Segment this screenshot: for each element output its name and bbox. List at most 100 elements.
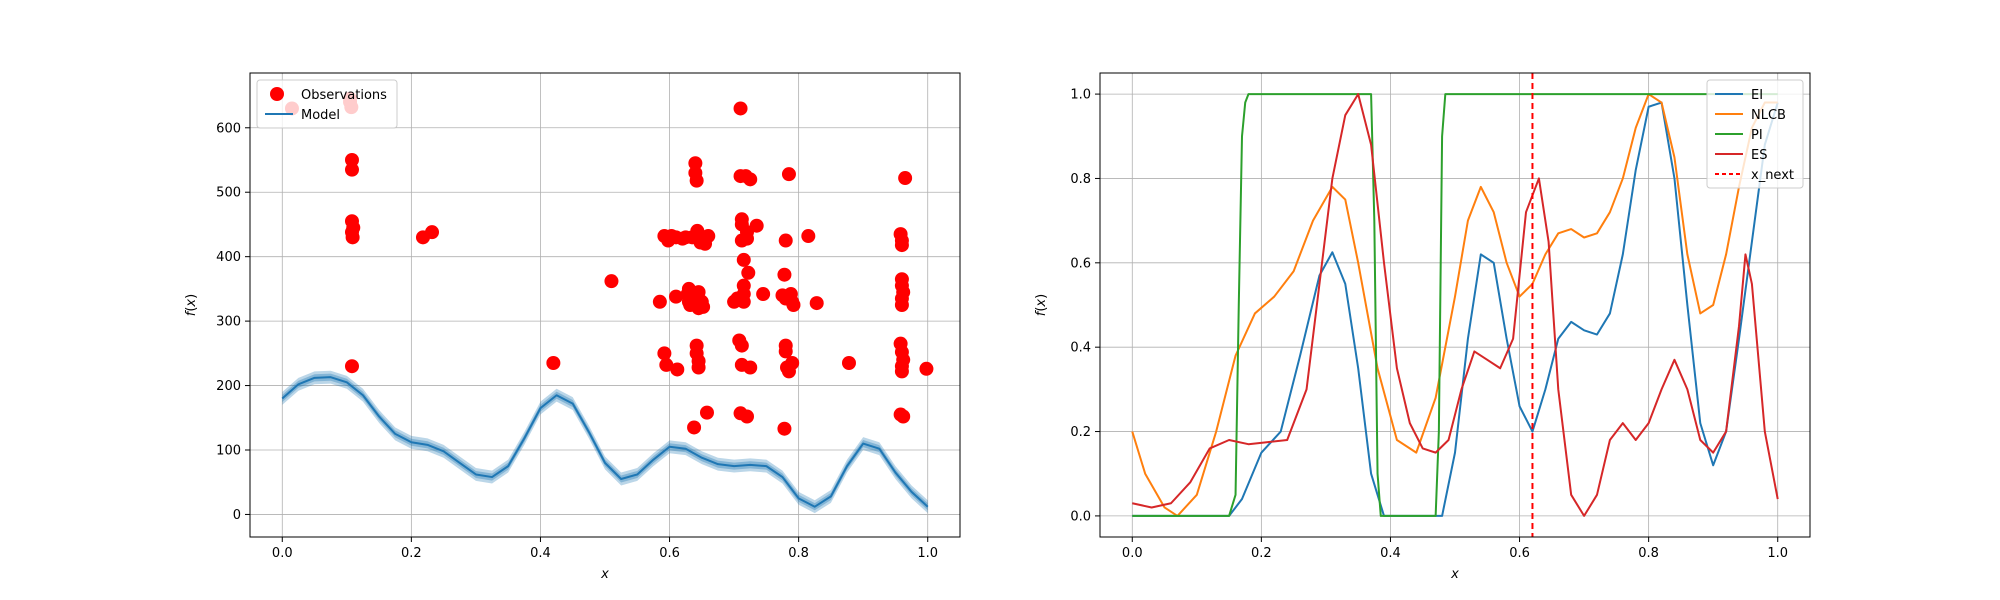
series-es-line — [1132, 93, 1779, 517]
x-tick-label: 0.4 — [530, 546, 551, 561]
observation-point — [736, 294, 751, 309]
observation-point — [777, 267, 792, 282]
axes: 0.0 0.2 0.4 0.6 0.8 1.00.00.20.40.60.81.0xf(x… — [1034, 88, 1788, 582]
x-tick-label: 0.6 — [1509, 546, 1530, 561]
legend-entry-model: Model — [265, 108, 340, 123]
observation-point — [898, 171, 913, 186]
observation-point — [425, 225, 440, 240]
observation-point — [546, 356, 561, 370]
x-tick-label: 0.2 — [1251, 546, 1272, 561]
legend-marker — [270, 87, 284, 101]
observation-point — [740, 409, 754, 424]
series-nlcb — [1131, 93, 1778, 517]
observation-point — [894, 298, 909, 312]
observation-point — [696, 299, 711, 314]
series-model-line — [281, 376, 929, 508]
legend: Observations Model — [256, 79, 398, 129]
legend-entry-es: ES — [1715, 148, 1767, 163]
series-observations — [284, 91, 934, 436]
observation-point — [659, 357, 674, 372]
observation-point — [741, 265, 756, 280]
y-tick-label: 100 — [216, 444, 241, 459]
chart-acquisition-functions: 0.0 0.2 0.4 0.6 0.8 1.00.00.20.40.60.81.0xf(x… — [1034, 72, 1811, 582]
x-axis-label: x — [1450, 567, 1459, 582]
observation-point — [841, 356, 856, 370]
observation-point — [733, 101, 748, 116]
y-axis-label: f(x) — [1034, 294, 1049, 316]
x-tick-label: 0.8 — [1638, 546, 1659, 561]
observation-point — [778, 344, 793, 359]
y-axis-label-paren: ) — [1034, 294, 1049, 299]
series-ei — [1132, 101, 1779, 517]
x-tick-label: 0.0 — [1122, 546, 1143, 561]
observation-point — [652, 294, 667, 309]
legend-box — [1706, 79, 1804, 189]
axes: 0.0 0.2 0.4 0.6 0.8 1.00100200300400500600xf(… — [184, 121, 938, 582]
y-tick-label: 600 — [216, 121, 241, 136]
y-tick-label: 0.8 — [1070, 172, 1091, 187]
x-tick-label: 0.6 — [659, 546, 680, 561]
series-pi — [1132, 93, 1778, 517]
plot-frame — [249, 72, 961, 538]
legend-label: Model — [301, 108, 340, 123]
y-axis-label-paren: ( — [184, 307, 199, 312]
y-axis-label-var: x — [1034, 299, 1049, 308]
y-tick-label: 0 — [233, 508, 241, 523]
legend-label: NLCB — [1751, 108, 1786, 123]
legend-label: Observations — [301, 88, 387, 103]
observation-point — [345, 230, 360, 245]
observation-point — [604, 274, 619, 289]
observation-point — [344, 162, 359, 177]
series-pi-line — [1132, 93, 1778, 517]
y-axis-label: f(x) — [184, 294, 199, 316]
observation-point — [781, 167, 796, 182]
observation-point — [778, 233, 793, 248]
series-nlcb-line — [1131, 93, 1778, 517]
observation-point — [785, 356, 800, 370]
observation-point — [657, 346, 672, 361]
observation-point — [894, 238, 909, 253]
observation-point — [919, 361, 934, 376]
legend-box — [256, 79, 398, 129]
observation-point — [809, 296, 824, 311]
observation-point — [691, 360, 706, 375]
observation-point — [688, 156, 703, 171]
x-axis-label: x — [600, 567, 609, 582]
observation-point — [786, 298, 801, 312]
observation-point — [749, 218, 764, 233]
observation-point — [743, 360, 758, 375]
y-tick-label: 1.0 — [1070, 88, 1091, 103]
observation-point — [690, 223, 705, 238]
observation-point — [894, 364, 909, 379]
legend-entry-pi: PI — [1715, 128, 1763, 143]
legend-entry-x-next: x_next — [1715, 168, 1794, 183]
y-tick-label: 300 — [216, 315, 241, 330]
legend-label: ES — [1751, 148, 1767, 163]
y-tick-label: 0.6 — [1070, 256, 1091, 271]
y-axis-label-fn: f — [1034, 309, 1049, 316]
observation-point — [801, 229, 816, 244]
legend-entry-ei: EI — [1715, 88, 1763, 103]
observation-point — [687, 420, 702, 435]
legend-label: EI — [1751, 88, 1763, 103]
plot-frame — [1099, 72, 1811, 538]
series-model — [281, 370, 929, 514]
legend-label: PI — [1751, 128, 1763, 143]
plot-area — [281, 91, 934, 514]
observation-point — [344, 359, 359, 374]
observation-point — [670, 362, 685, 377]
x-tick-label: 1.0 — [917, 546, 938, 561]
y-axis-label-var: x — [184, 299, 199, 308]
observation-point — [736, 252, 751, 267]
series-es — [1132, 93, 1779, 517]
observation-point — [701, 229, 716, 244]
y-axis-label-paren: ) — [184, 294, 199, 299]
observation-point — [896, 409, 911, 424]
legend-label: x_next — [1751, 168, 1794, 183]
y-tick-label: 0.0 — [1070, 509, 1091, 524]
observation-point — [756, 287, 771, 302]
x-tick-label: 0.2 — [401, 546, 422, 561]
observation-point — [734, 338, 749, 353]
y-tick-label: 0.2 — [1070, 425, 1091, 440]
